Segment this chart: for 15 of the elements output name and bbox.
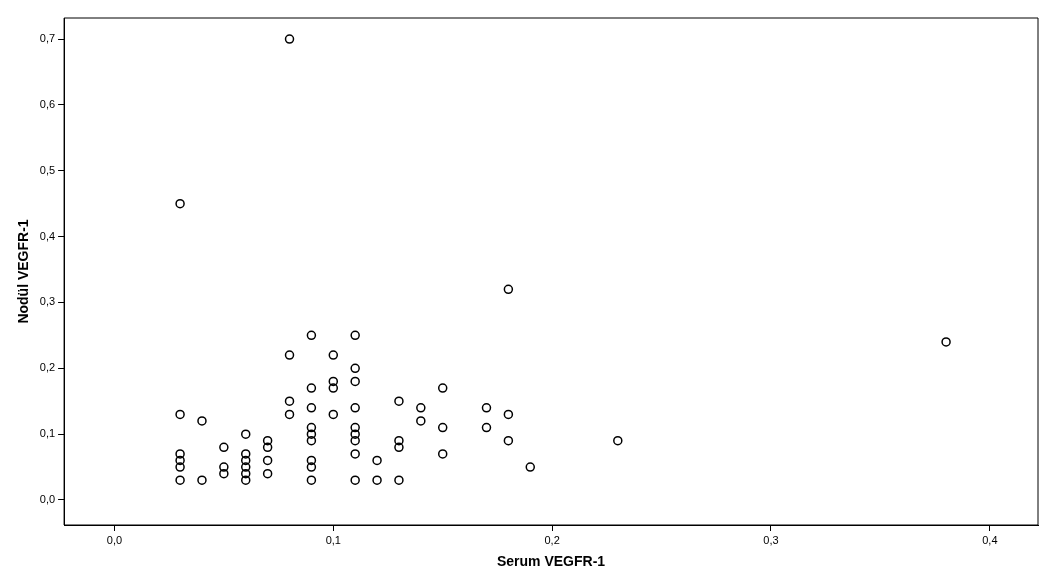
y-tick-label: 0,6 [39,97,56,110]
y-tick-label: 0,4 [39,229,56,242]
y-tick-label: 0,7 [39,32,56,45]
y-axis-title: Nodül VEGFR-1 [15,219,32,324]
y-tick-label: 0,3 [39,295,56,308]
y-tick-label: 0,5 [39,163,56,176]
x-axis-title: Serum VEGFR-1 [496,553,606,570]
x-tick-label: 0,4 [982,533,998,546]
y-tick-label: 0,0 [39,493,56,506]
x-tick-label: 0,0 [106,533,123,546]
y-tick-label: 0,1 [39,427,56,440]
x-tick-label: 0,3 [763,533,779,546]
x-tick-label: 0,1 [325,533,341,546]
x-tick-label: 0,2 [544,533,560,546]
y-tick-label: 0,2 [39,361,56,374]
